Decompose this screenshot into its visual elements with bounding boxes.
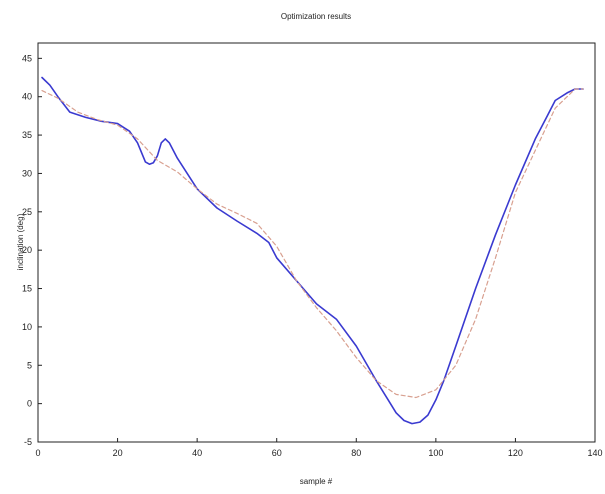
plot-frame	[37, 42, 596, 443]
chart-title: Optimization results	[281, 12, 351, 21]
y-tick-label: 25	[22, 207, 32, 217]
y-tick-label: 20	[22, 245, 32, 255]
x-tick-label: 20	[113, 448, 123, 458]
x-tick-label: 0	[35, 448, 40, 458]
series-1-line	[41, 76, 584, 425]
y-tick-label: 15	[22, 284, 32, 294]
series-2-line	[41, 88, 584, 399]
y-tick-label: 35	[22, 130, 32, 140]
x-tick-label: 40	[192, 448, 202, 458]
x-axis-label: sample #	[300, 477, 333, 486]
y-tick-label: 10	[22, 322, 32, 332]
y-axis-label: inclination (deg)	[16, 213, 25, 270]
y-tick-label: 0	[27, 399, 32, 409]
y-tick-label: 40	[22, 92, 32, 102]
x-tick-label: 60	[272, 448, 282, 458]
series-layer	[41, 76, 584, 425]
y-tick-label: 5	[27, 360, 32, 370]
y-tick-label: 30	[22, 168, 32, 178]
x-tick-label: 140	[587, 448, 602, 458]
y-tick-label: 45	[22, 53, 32, 63]
x-tick-label: 120	[508, 448, 523, 458]
y-tick-label: -5	[24, 437, 32, 447]
x-tick-label: 100	[428, 448, 443, 458]
x-tick-label: 80	[351, 448, 361, 458]
